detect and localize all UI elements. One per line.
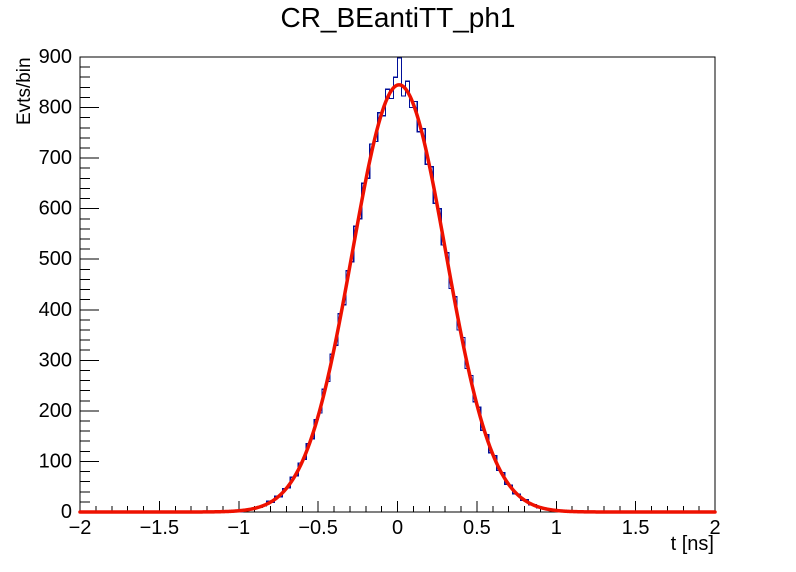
gaussian-fit-curve	[78, 83, 717, 514]
y-tick-label: 900	[39, 46, 72, 68]
y-tick-label: 400	[39, 299, 72, 321]
y-tick-label: 800	[39, 97, 72, 119]
y-tick-label: 700	[39, 147, 72, 169]
x-axis-title: t [ns]	[671, 533, 714, 555]
plot-area: −2 −1.5 −1 −0.5 0 0.5 1 1.5 2 0 100 200 300 400 500 600…	[39, 46, 721, 539]
x-tick-label: −2	[69, 517, 92, 539]
x-tick-label: −0.5	[298, 517, 337, 539]
x-tick-label: −1	[227, 517, 250, 539]
y-tick-label: 500	[39, 248, 72, 270]
y-tick-label: 300	[39, 349, 72, 371]
x-tick-label: 2	[709, 517, 720, 539]
x-tick-label: 1.5	[622, 517, 650, 539]
y-tick-label: 100	[39, 450, 72, 472]
y-tick-label: 200	[39, 400, 72, 422]
x-tick-label: −1.5	[140, 517, 179, 539]
x-tick-label: 1	[551, 517, 562, 539]
y-tick-label: 600	[39, 198, 72, 220]
y-axis-title: Evts/bin	[14, 57, 35, 125]
y-tick-label: 0	[61, 501, 72, 523]
chart-title: CR_BEantiTT_ph1	[280, 2, 515, 33]
x-tick-label: 0.5	[463, 517, 491, 539]
x-tick-label: 0	[392, 517, 403, 539]
